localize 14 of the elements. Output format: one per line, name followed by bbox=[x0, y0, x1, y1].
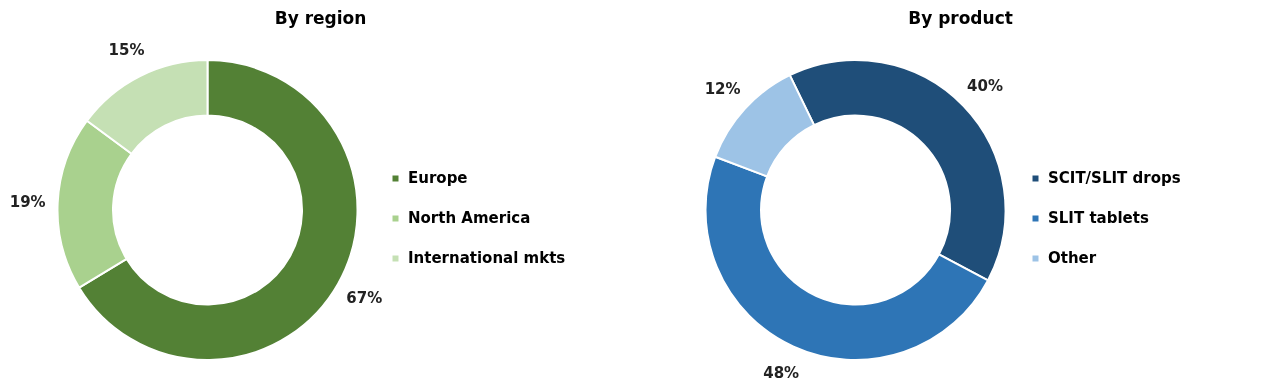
chart-title: By product bbox=[908, 7, 1013, 28]
legend-label: Europe bbox=[408, 169, 468, 187]
data-label: 12% bbox=[704, 80, 741, 99]
legend-label: North America bbox=[408, 209, 531, 227]
legend-label: SLIT tablets bbox=[1048, 209, 1149, 227]
legend-label: Other bbox=[1048, 249, 1097, 267]
data-label: 40% bbox=[967, 76, 1003, 95]
legend-label: International mkts bbox=[408, 249, 566, 267]
legend-label: SCIT/SLIT drops bbox=[1048, 169, 1181, 187]
data-label: 67% bbox=[346, 288, 383, 307]
data-label: 15% bbox=[108, 41, 145, 60]
chart-title: By region bbox=[274, 7, 367, 28]
data-label: 48% bbox=[763, 364, 800, 382]
data-label: 19% bbox=[9, 192, 46, 211]
